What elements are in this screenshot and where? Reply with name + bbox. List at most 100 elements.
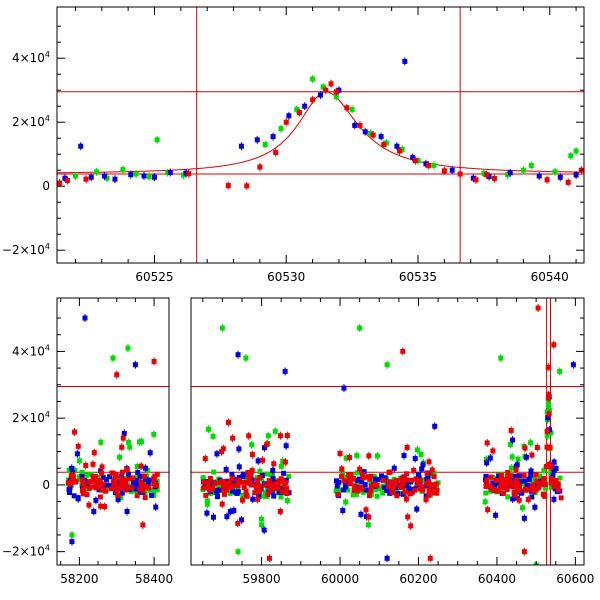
data-point bbox=[360, 472, 366, 478]
data-point bbox=[363, 507, 369, 513]
data-point bbox=[75, 443, 81, 449]
data-point bbox=[99, 470, 105, 476]
data-point bbox=[126, 471, 132, 477]
data-point bbox=[239, 497, 245, 503]
data-point bbox=[149, 492, 155, 498]
data-point bbox=[553, 478, 559, 484]
data-point bbox=[344, 105, 350, 111]
data-point bbox=[94, 479, 100, 485]
data-point bbox=[108, 486, 114, 492]
data-point bbox=[532, 504, 538, 510]
data-point bbox=[283, 485, 289, 491]
data-point bbox=[368, 130, 374, 136]
data-point bbox=[128, 172, 134, 178]
data-point bbox=[134, 464, 140, 470]
x-tick-label: 59800 bbox=[243, 572, 281, 586]
data-point bbox=[499, 481, 505, 487]
data-point bbox=[134, 477, 140, 483]
data-point bbox=[264, 441, 270, 447]
model-curve bbox=[57, 91, 583, 174]
data-point bbox=[402, 489, 408, 495]
data-point bbox=[240, 473, 246, 479]
data-point bbox=[183, 170, 189, 176]
data-point bbox=[520, 481, 526, 487]
data-point bbox=[180, 172, 186, 178]
data-point bbox=[254, 137, 260, 143]
outlier-point bbox=[114, 372, 120, 378]
data-point bbox=[528, 472, 534, 478]
data-point bbox=[240, 492, 246, 498]
data-point bbox=[357, 484, 363, 490]
data-point bbox=[551, 467, 557, 473]
data-point bbox=[354, 470, 360, 476]
data-point bbox=[79, 473, 85, 479]
data-point bbox=[526, 476, 532, 482]
data-point bbox=[547, 445, 553, 451]
data-point bbox=[243, 477, 249, 483]
data-point bbox=[366, 514, 372, 520]
data-point bbox=[389, 490, 395, 496]
data-point bbox=[498, 477, 504, 483]
data-point bbox=[217, 480, 223, 486]
data-point bbox=[391, 465, 397, 471]
data-point bbox=[333, 94, 339, 100]
data-point bbox=[84, 492, 90, 498]
data-point bbox=[137, 486, 143, 492]
data-point bbox=[490, 480, 496, 486]
data-point bbox=[88, 479, 94, 485]
data-point bbox=[232, 489, 238, 495]
data-point bbox=[271, 493, 277, 499]
data-point bbox=[245, 469, 251, 475]
data-point bbox=[261, 527, 267, 533]
data-point bbox=[201, 485, 207, 491]
data-point bbox=[484, 477, 490, 483]
zoom-panel: 60525 60530 60535 60540 −2×104 0 2×104 4×104 bbox=[2, 6, 585, 284]
data-point bbox=[80, 491, 86, 497]
data-point bbox=[536, 173, 542, 179]
data-point bbox=[204, 498, 210, 504]
data-point bbox=[249, 442, 255, 448]
data-point bbox=[104, 175, 110, 181]
data-point bbox=[136, 439, 142, 445]
data-point bbox=[532, 482, 538, 488]
data-point bbox=[239, 517, 245, 523]
data-point bbox=[154, 487, 160, 493]
data-point bbox=[115, 492, 121, 498]
data-point bbox=[523, 486, 529, 492]
data-point bbox=[255, 458, 261, 464]
data-point bbox=[284, 491, 290, 497]
data-point bbox=[420, 462, 426, 468]
data-point bbox=[284, 433, 290, 439]
data-point bbox=[286, 113, 292, 119]
data-point bbox=[138, 463, 144, 469]
data-point bbox=[457, 171, 463, 177]
data-point bbox=[515, 487, 521, 493]
data-point bbox=[393, 478, 399, 484]
data-point bbox=[151, 431, 157, 437]
data-point bbox=[336, 479, 342, 485]
data-point bbox=[419, 466, 425, 472]
data-point bbox=[378, 134, 384, 140]
data-point bbox=[524, 482, 530, 488]
data-point bbox=[410, 154, 416, 160]
data-point bbox=[573, 172, 579, 178]
data-point bbox=[412, 158, 418, 164]
data-point bbox=[540, 476, 546, 482]
data-point bbox=[525, 496, 531, 502]
data-point bbox=[510, 437, 516, 443]
data-point bbox=[207, 475, 213, 481]
data-point bbox=[426, 479, 432, 485]
data-point bbox=[372, 481, 378, 487]
data-point bbox=[119, 469, 125, 475]
data-point bbox=[200, 476, 206, 482]
data-point bbox=[449, 167, 455, 173]
data-point bbox=[367, 493, 373, 499]
data-point bbox=[387, 469, 393, 475]
data-point bbox=[221, 491, 227, 497]
data-point bbox=[486, 174, 492, 180]
data-point bbox=[153, 504, 159, 510]
data-point bbox=[548, 430, 554, 436]
data-point bbox=[399, 485, 405, 491]
data-point bbox=[341, 474, 347, 480]
data-point bbox=[279, 481, 285, 487]
